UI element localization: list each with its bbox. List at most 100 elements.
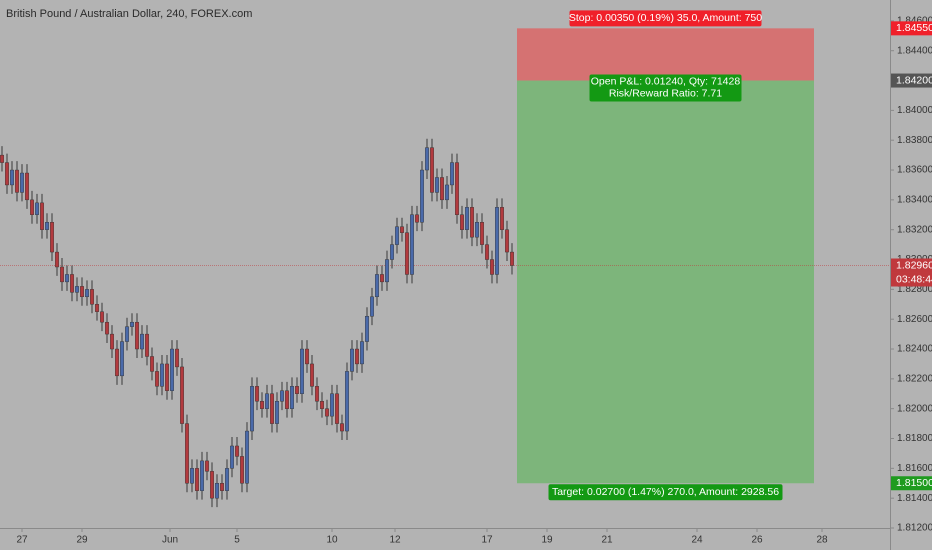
candle-body — [80, 286, 84, 298]
candle-body — [110, 333, 114, 350]
candle-body — [450, 162, 454, 186]
candle-body — [155, 371, 159, 387]
candle-body — [245, 430, 249, 484]
x-tick-label: 29 — [76, 535, 88, 546]
candle-body — [130, 321, 134, 327]
y-tick-label: 1.82200 — [897, 373, 932, 384]
candle-body — [420, 169, 424, 223]
candle-body — [410, 214, 414, 275]
candle-body — [240, 456, 244, 484]
candle-body — [510, 251, 514, 266]
candle-body — [360, 341, 364, 365]
candle-body — [170, 348, 174, 391]
candle-body — [50, 222, 54, 253]
x-tick-label: 10 — [326, 535, 338, 546]
candle-body — [310, 363, 314, 387]
target-label-box — [548, 484, 783, 501]
price-tag-label: 1.81500 — [896, 477, 932, 489]
candle-body — [455, 162, 459, 215]
x-tick-label: 26 — [751, 535, 763, 546]
candle-body — [190, 468, 194, 484]
candle-body — [400, 226, 404, 233]
stop-zone — [517, 28, 814, 81]
x-tick-label: 28 — [816, 535, 828, 546]
candle-body — [480, 222, 484, 245]
candle-body — [215, 483, 219, 499]
candle-body — [300, 348, 304, 394]
x-tick-label: 27 — [16, 535, 28, 546]
candle-body — [295, 386, 299, 394]
candle-body — [0, 154, 4, 163]
candle-body — [15, 169, 19, 193]
candle-body — [255, 386, 259, 402]
x-tick-label: 19 — [541, 535, 553, 546]
candle-body — [90, 289, 94, 305]
candle-body — [430, 147, 434, 193]
candle-body — [490, 259, 494, 275]
target-label: Target: 0.02700 (1.47%) 270.0, Amount: 2… — [552, 486, 779, 498]
candle-body — [135, 321, 139, 350]
candle-body — [350, 348, 354, 372]
candle-body — [340, 423, 344, 432]
candle-body — [150, 356, 154, 372]
candle-body — [125, 326, 129, 342]
chart-title: British Pound / Australian Dollar, 240, … — [6, 8, 252, 20]
candle-body — [495, 207, 499, 275]
candle-body — [95, 304, 99, 312]
candle-body — [120, 341, 124, 377]
y-tick-label: 1.84400 — [897, 45, 932, 56]
candle-body — [220, 483, 224, 491]
candle-body — [195, 468, 199, 491]
candle-body — [210, 471, 214, 499]
candle-body — [385, 259, 389, 283]
candle-body — [35, 202, 39, 215]
candle-body — [405, 232, 409, 275]
y-tick-label: 1.83600 — [897, 165, 932, 176]
candle-body — [115, 348, 119, 377]
y-tick-label: 1.81600 — [897, 463, 932, 474]
candle-body — [470, 207, 474, 238]
candle-body — [285, 390, 289, 409]
candle-body — [500, 207, 504, 230]
candle-body — [30, 199, 34, 215]
candle-body — [175, 348, 179, 368]
ratio-label: Risk/Reward Ratio: 7.71 — [609, 87, 722, 99]
candle-body — [250, 386, 254, 432]
candle-body — [335, 393, 339, 424]
candle-body — [445, 184, 449, 201]
candle-body — [465, 207, 469, 230]
y-tick-label: 1.81400 — [897, 493, 932, 504]
y-tick-label: 1.84600 — [897, 16, 932, 27]
candle-body — [460, 214, 464, 230]
y-tick-label: 1.84000 — [897, 105, 932, 116]
candle-body — [145, 333, 149, 357]
y-tick-label: 1.83800 — [897, 135, 932, 146]
candle-body — [75, 286, 79, 293]
candle-body — [275, 401, 279, 424]
x-tick-label: 5 — [234, 535, 240, 546]
y-tick-label: 1.81200 — [897, 523, 932, 534]
y-tick-label: 1.82600 — [897, 314, 932, 325]
candle-body — [315, 386, 319, 402]
candle-body — [20, 172, 24, 193]
candle-body — [330, 393, 334, 417]
candle-body — [225, 468, 229, 491]
candle-body — [370, 296, 374, 317]
x-tick-label: 17 — [481, 535, 493, 546]
price-tag — [891, 258, 932, 273]
candle-body — [160, 363, 164, 387]
candle-body — [390, 244, 394, 260]
candle-body — [260, 401, 264, 409]
candle-body — [320, 401, 324, 409]
candle-body — [5, 162, 9, 186]
candle-body — [105, 321, 109, 335]
candle-body — [425, 147, 429, 171]
pnl-label-box — [589, 74, 742, 102]
candle-body — [200, 460, 204, 491]
candle-body — [365, 316, 369, 342]
y-tick-label: 1.82800 — [897, 284, 932, 295]
candle-body — [140, 333, 144, 350]
candle-body — [40, 202, 44, 230]
countdown: 03:48:44 — [896, 273, 932, 285]
